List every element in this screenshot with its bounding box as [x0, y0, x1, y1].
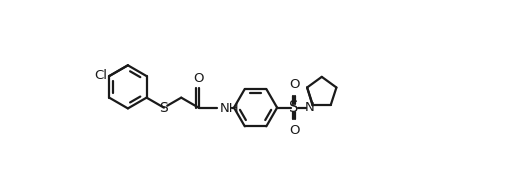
Text: Cl: Cl [94, 69, 107, 82]
Text: O: O [289, 124, 300, 137]
Text: S: S [160, 101, 168, 115]
Text: N: N [305, 101, 314, 114]
Text: O: O [289, 78, 300, 92]
Text: NH: NH [220, 102, 240, 115]
Text: S: S [289, 100, 299, 115]
Text: O: O [193, 72, 204, 85]
